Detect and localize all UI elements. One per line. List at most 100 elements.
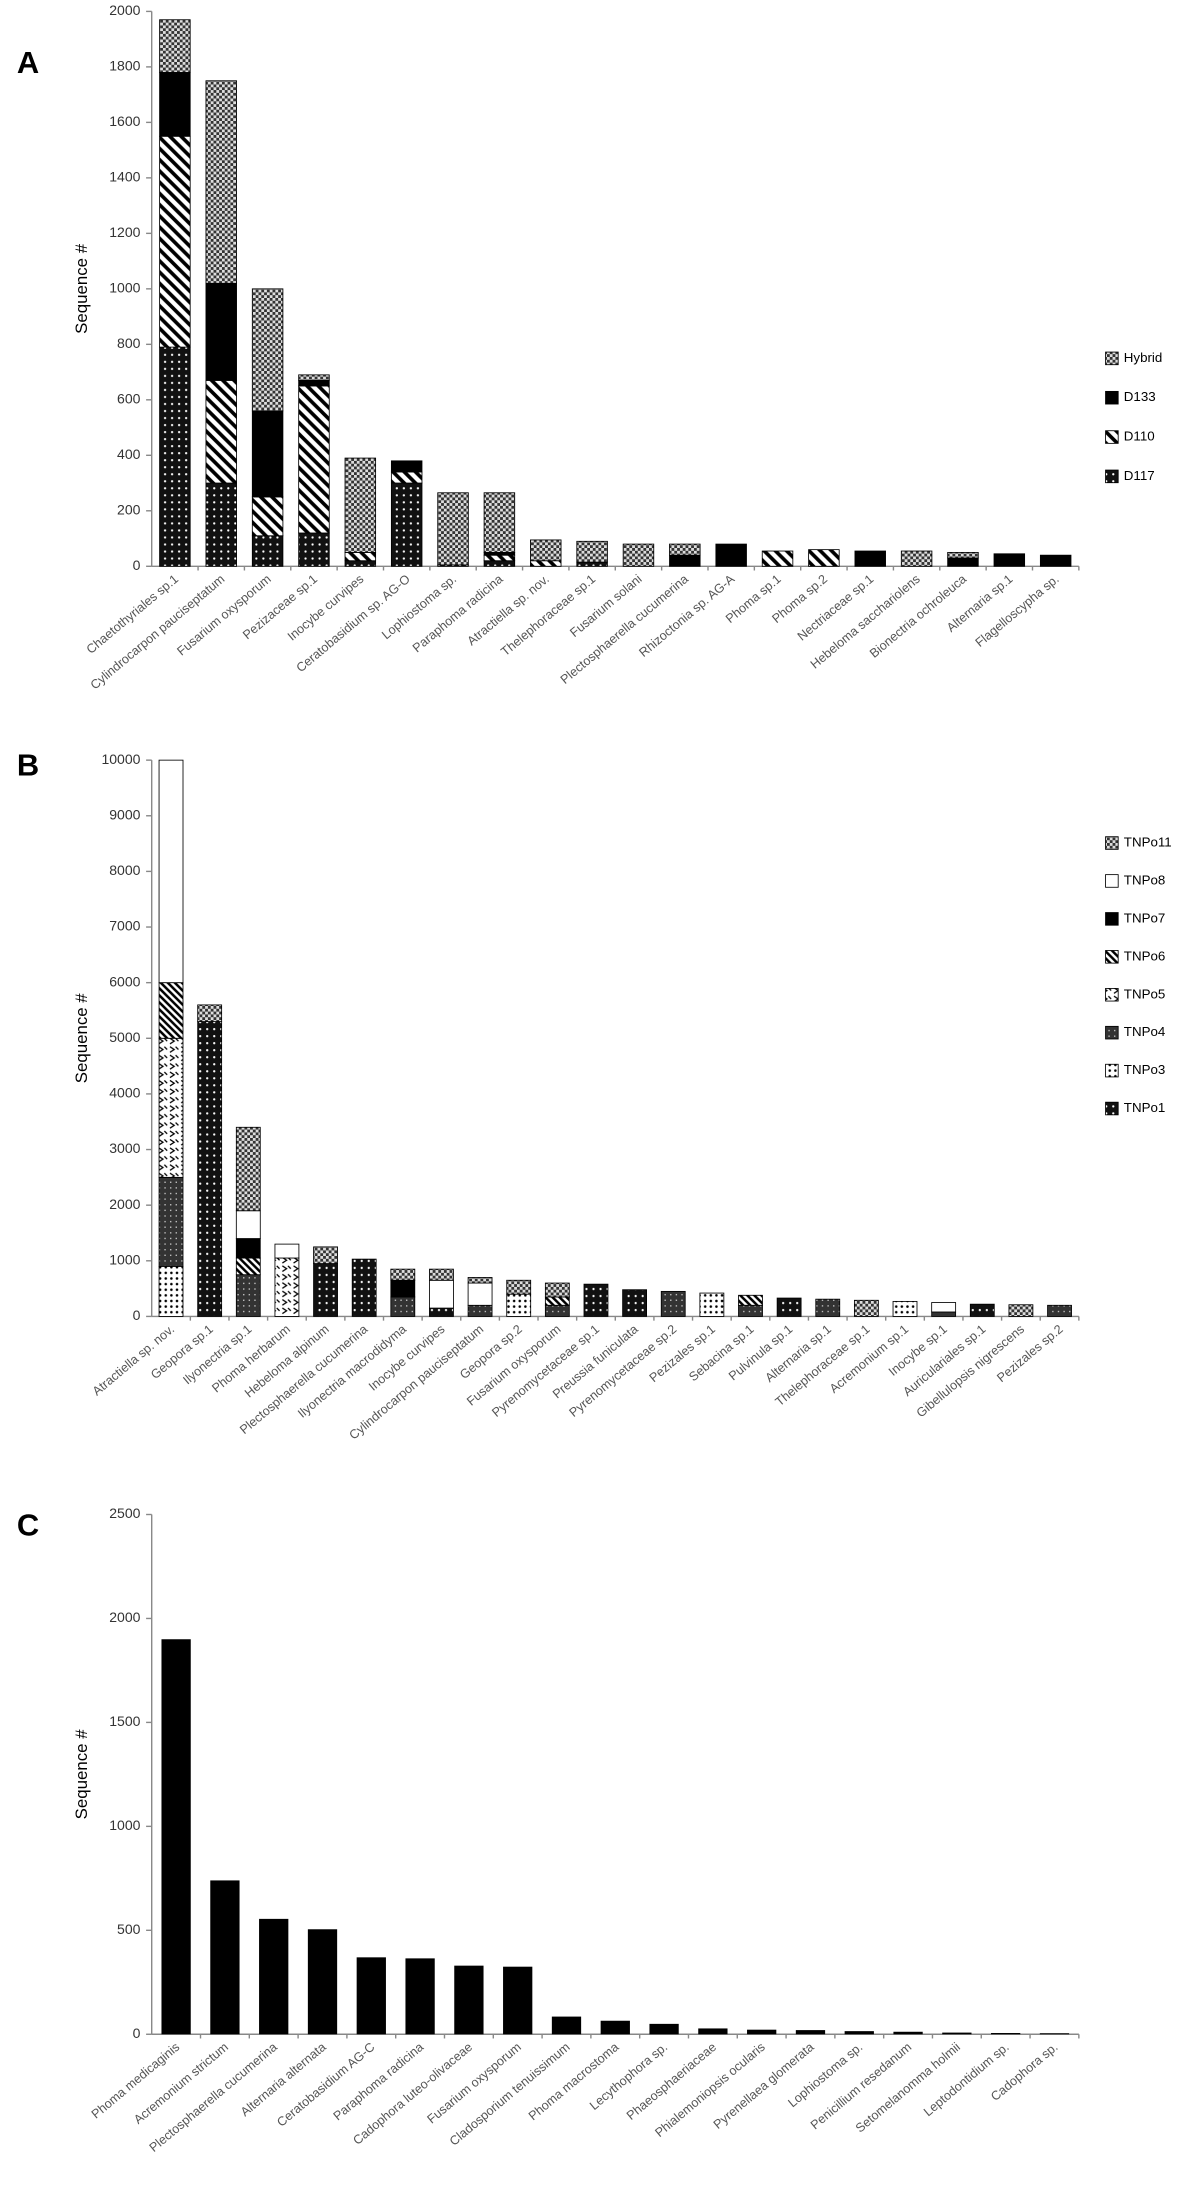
bar-segment — [853, 1299, 879, 1317]
legend-swatch — [1105, 1101, 1119, 1116]
bar-segment — [530, 539, 562, 562]
bar-segment — [313, 1263, 338, 1317]
bar-segment — [159, 346, 191, 567]
legend-swatch — [1105, 390, 1119, 405]
bar-segment — [390, 482, 423, 567]
bar-segment — [1039, 554, 1072, 567]
bar-segment — [429, 1307, 454, 1317]
y-tick-label: 400 — [117, 446, 141, 462]
bar-segment — [776, 1297, 802, 1317]
bar-segment — [344, 457, 377, 553]
bar-segment — [159, 135, 191, 348]
bar-segment — [738, 1304, 763, 1317]
bar-segment — [506, 1279, 532, 1295]
legend-swatch — [1105, 912, 1119, 926]
bar-segment — [235, 1126, 261, 1212]
bar-segment — [344, 560, 377, 567]
y-tick-label: 3000 — [109, 1140, 140, 1156]
bar — [551, 2016, 582, 2035]
bar-segment — [197, 1021, 223, 1317]
legend-label: TNPo11 — [1124, 835, 1172, 850]
bar — [991, 2033, 1021, 2035]
y-tick-label: 1600 — [109, 113, 140, 129]
bar — [405, 1958, 435, 2035]
bar-segment — [251, 288, 284, 412]
y-tick-label: 0 — [133, 557, 141, 573]
bar — [844, 2031, 874, 2035]
x-tick-label: Leptodontidium sp. — [921, 2040, 1012, 2119]
y-tick-label: 2000 — [109, 2, 140, 18]
bar — [942, 2032, 972, 2035]
x-tick-label: Phoma macrostoma — [526, 2039, 622, 2123]
y-tick-label: 1500 — [109, 1713, 140, 1729]
legend-swatch — [1105, 469, 1119, 484]
bar-segment — [669, 543, 701, 556]
bar-segment — [622, 1289, 647, 1317]
y-tick-label: 9000 — [109, 806, 140, 822]
y-tick-label: 2000 — [109, 1609, 140, 1625]
legend-swatch — [1105, 950, 1119, 964]
y-tick-label: 600 — [117, 391, 141, 407]
legend-label: TNPo1 — [1124, 1100, 1165, 1115]
bar-segment — [235, 1238, 261, 1259]
bar-segment — [251, 535, 284, 567]
panel-label: A — [17, 45, 39, 80]
bar-segment — [313, 1246, 338, 1265]
y-tick-label: 7000 — [109, 918, 140, 934]
bar-segment — [622, 543, 655, 567]
bar-segment — [467, 1277, 493, 1284]
bar-segment — [390, 1279, 416, 1298]
chart-panel: C Sequence # 0 500 1000 1500 2000 2500 Phoma med… — [17, 1505, 1080, 2155]
x-tick-label: Phoma medicaginis — [89, 2040, 182, 2122]
bar-segment — [544, 1304, 570, 1317]
bar-segment — [251, 410, 284, 498]
bar — [307, 1929, 338, 2035]
legend-label: D110 — [1124, 429, 1155, 444]
y-axis-label: Sequence # — [72, 1729, 91, 1820]
bar-segment — [808, 549, 840, 567]
bar-segment — [205, 379, 237, 484]
legend-swatch — [1105, 836, 1119, 850]
bar-segment — [506, 1293, 532, 1317]
bar-segment — [969, 1303, 995, 1317]
bar-segment — [715, 543, 747, 567]
bar — [161, 1639, 191, 2035]
y-tick-label: 4000 — [109, 1085, 140, 1101]
y-tick-label: 5000 — [109, 1029, 140, 1045]
y-tick-label: 10000 — [101, 751, 140, 767]
bar-segment — [390, 460, 423, 473]
bar-segment — [429, 1268, 454, 1281]
y-tick-label: 1000 — [109, 1252, 140, 1268]
y-tick-label: 1000 — [109, 1817, 140, 1833]
y-tick-label: 1200 — [109, 224, 140, 240]
y-tick-label: 6000 — [109, 973, 140, 989]
y-tick-label: 1400 — [109, 169, 140, 185]
legend-label: TNPo5 — [1124, 986, 1165, 1001]
bar — [356, 1957, 386, 2035]
bar — [503, 1966, 533, 2035]
legend-label: D133 — [1124, 389, 1156, 404]
y-tick-label: 2000 — [109, 1196, 140, 1212]
bar — [600, 2020, 630, 2035]
bar — [259, 1918, 289, 2035]
bar-segment — [235, 1274, 261, 1317]
panel-label: C — [17, 1508, 39, 1543]
bar-segment — [947, 551, 979, 559]
bar-segment — [344, 551, 377, 562]
bar-segment — [274, 1243, 300, 1259]
bar — [649, 2023, 679, 2035]
y-tick-label: 200 — [117, 502, 141, 518]
bar-segment — [251, 496, 284, 537]
bar-segment — [815, 1298, 841, 1317]
bar-segment — [159, 19, 191, 73]
legend-label: D117 — [1124, 468, 1155, 483]
y-tick-label: 8000 — [109, 862, 140, 878]
bar-segment — [669, 554, 701, 567]
bar-segment — [158, 1037, 184, 1178]
bar-segment — [530, 560, 562, 567]
bar-segment — [158, 759, 184, 984]
bar-segment — [544, 1296, 570, 1306]
bar-segment — [235, 1210, 261, 1239]
bar-segment — [205, 282, 237, 381]
